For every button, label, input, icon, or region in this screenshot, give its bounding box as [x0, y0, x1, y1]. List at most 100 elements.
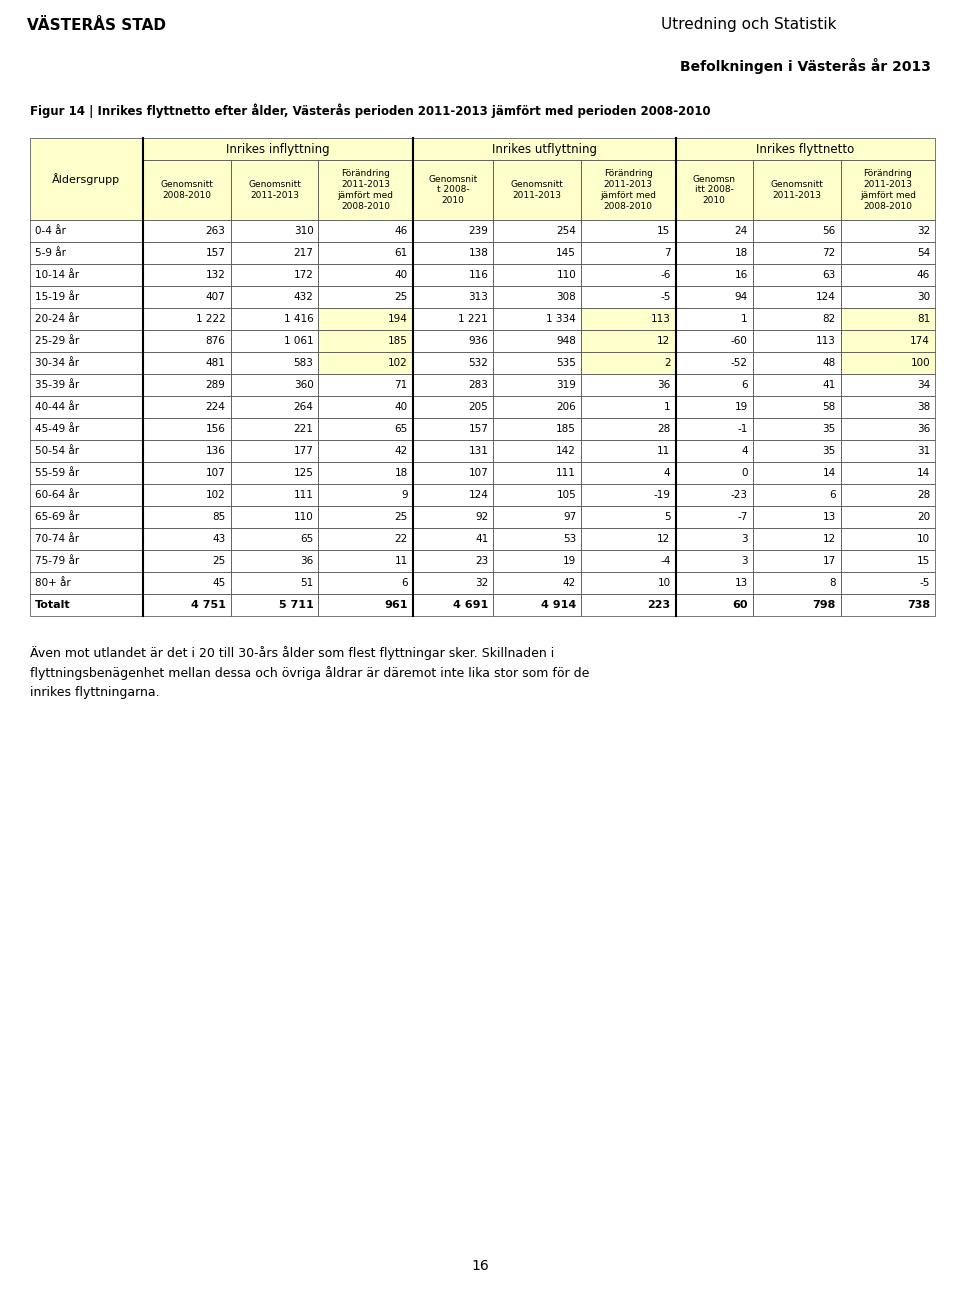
Text: 5 711: 5 711	[278, 600, 314, 611]
Text: 0: 0	[741, 469, 748, 478]
Text: 38: 38	[917, 402, 930, 412]
Text: Genomsnitt
2011-2013: Genomsnitt 2011-2013	[511, 181, 564, 200]
Text: 97: 97	[563, 513, 576, 522]
Text: 32: 32	[917, 226, 930, 236]
Text: 55-59 år: 55-59 år	[35, 469, 80, 478]
Text: 224: 224	[205, 402, 226, 412]
Text: 41: 41	[475, 534, 489, 544]
Text: 221: 221	[294, 423, 314, 434]
Text: 65: 65	[300, 534, 314, 544]
Text: 51: 51	[300, 578, 314, 587]
Text: 110: 110	[557, 270, 576, 280]
Text: 80+ år: 80+ år	[35, 578, 71, 587]
Text: 31: 31	[917, 445, 930, 456]
Text: 4 691: 4 691	[453, 600, 489, 611]
Text: 46: 46	[917, 270, 930, 280]
Text: 5: 5	[664, 513, 670, 522]
Text: 107: 107	[205, 469, 226, 478]
Text: -6: -6	[660, 270, 670, 280]
Text: 961: 961	[384, 600, 408, 611]
Text: 22: 22	[395, 534, 408, 544]
Text: 157: 157	[205, 248, 226, 258]
Text: 48: 48	[823, 358, 835, 368]
Text: 313: 313	[468, 292, 489, 302]
Text: 264: 264	[294, 402, 314, 412]
Text: 185: 185	[388, 336, 408, 346]
Text: 185: 185	[556, 423, 576, 434]
Text: Förändring
2011-2013
jämfört med
2008-2010: Förändring 2011-2013 jämfört med 2008-20…	[338, 169, 394, 210]
Text: 876: 876	[205, 336, 226, 346]
Text: 113: 113	[816, 336, 835, 346]
Text: 12: 12	[823, 534, 835, 544]
Text: 4 751: 4 751	[191, 600, 226, 611]
Text: Figur 14 | Inrikes flyttnetto efter ålder, Västerås perioden 2011-2013 jämfört m: Figur 14 | Inrikes flyttnetto efter ålde…	[30, 103, 710, 119]
Text: 132: 132	[205, 270, 226, 280]
Text: Åldersgrupp: Åldersgrupp	[52, 173, 120, 185]
Text: 1 061: 1 061	[284, 336, 314, 346]
Text: 177: 177	[294, 445, 314, 456]
Text: 18: 18	[395, 469, 408, 478]
Text: 111: 111	[294, 491, 314, 500]
Text: 310: 310	[294, 226, 314, 236]
Text: 28: 28	[917, 491, 930, 500]
Text: Inrikes inflyttning: Inrikes inflyttning	[226, 142, 329, 155]
Text: 11: 11	[658, 445, 670, 456]
Text: 206: 206	[557, 402, 576, 412]
Text: 71: 71	[395, 380, 408, 390]
Text: Förändring
2011-2013
jämfört med
2008-2010: Förändring 2011-2013 jämfört med 2008-20…	[600, 169, 657, 210]
Text: 16: 16	[734, 270, 748, 280]
Text: 124: 124	[468, 491, 489, 500]
Text: 532: 532	[468, 358, 489, 368]
Text: 25: 25	[212, 556, 226, 565]
Text: 85: 85	[212, 513, 226, 522]
Text: 63: 63	[823, 270, 835, 280]
Text: 20: 20	[917, 513, 930, 522]
Text: 94: 94	[734, 292, 748, 302]
Text: 10: 10	[658, 578, 670, 587]
Text: 30-34 år: 30-34 år	[35, 358, 79, 368]
Text: 54: 54	[917, 248, 930, 258]
Text: 136: 136	[205, 445, 226, 456]
Text: 223: 223	[647, 600, 670, 611]
Text: 111: 111	[556, 469, 576, 478]
Text: 798: 798	[812, 600, 835, 611]
Text: 36: 36	[917, 423, 930, 434]
Text: 19: 19	[563, 556, 576, 565]
Text: 113: 113	[651, 314, 670, 324]
Text: 239: 239	[468, 226, 489, 236]
Text: 360: 360	[294, 380, 314, 390]
Text: -5: -5	[660, 292, 670, 302]
Text: 40: 40	[395, 402, 408, 412]
Text: 58: 58	[823, 402, 835, 412]
Text: 142: 142	[556, 445, 576, 456]
Text: 1 334: 1 334	[546, 314, 576, 324]
Text: 45: 45	[212, 578, 226, 587]
Text: 25-29 år: 25-29 år	[35, 336, 80, 346]
Text: 10-14 år: 10-14 år	[35, 270, 79, 280]
Text: 110: 110	[294, 513, 314, 522]
Text: 53: 53	[563, 534, 576, 544]
Text: 42: 42	[395, 445, 408, 456]
Text: 25: 25	[395, 513, 408, 522]
Text: 13: 13	[823, 513, 835, 522]
Text: -23: -23	[731, 491, 748, 500]
Text: 12: 12	[658, 336, 670, 346]
Text: Befolkningen i Västerås år 2013: Befolkningen i Västerås år 2013	[680, 58, 931, 75]
Text: 18: 18	[734, 248, 748, 258]
Text: Även mot utlandet är det i 20 till 30-års ålder som flest flyttningar sker. Skil: Även mot utlandet är det i 20 till 30-år…	[30, 646, 554, 660]
Text: 40-44 år: 40-44 år	[35, 402, 79, 412]
Text: 12: 12	[658, 534, 670, 544]
Text: 19: 19	[734, 402, 748, 412]
Text: 0-4 år: 0-4 år	[35, 226, 66, 236]
Text: 4: 4	[664, 469, 670, 478]
Text: 6: 6	[829, 491, 835, 500]
Text: 9: 9	[401, 491, 408, 500]
Text: 75-79 år: 75-79 år	[35, 556, 80, 565]
Text: Inrikes utflyttning: Inrikes utflyttning	[492, 142, 597, 155]
Text: 157: 157	[468, 423, 489, 434]
Text: 138: 138	[468, 248, 489, 258]
Text: 102: 102	[205, 491, 226, 500]
Text: 46: 46	[395, 226, 408, 236]
Text: 11: 11	[395, 556, 408, 565]
Text: 308: 308	[557, 292, 576, 302]
